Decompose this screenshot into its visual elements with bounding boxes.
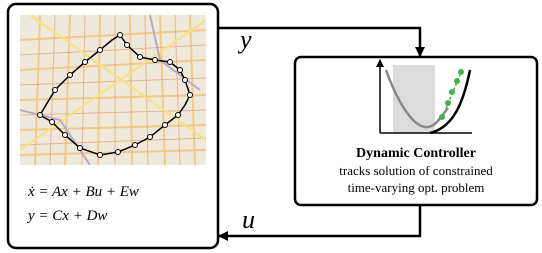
state-equation: ẋ = Ax + Bu + Ew xyxy=(27,184,139,200)
diagram: ẋ = Ax + Bu + Ew y = Cx + Dw y u Dynamic… xyxy=(0,0,542,253)
input-label: u xyxy=(242,205,255,234)
page: ẋ = Ax + Bu + Ew y = Cx + Dw y u Dynamic… xyxy=(0,0,542,253)
controller-title: Dynamic Controller xyxy=(356,146,476,161)
output-label: y xyxy=(237,25,252,54)
map xyxy=(20,15,206,165)
output-equation: y = Cx + Dw xyxy=(26,208,107,224)
controller-description: time-varying opt. problem xyxy=(348,180,485,195)
controller-description: tracks solution of constrained xyxy=(339,163,493,178)
